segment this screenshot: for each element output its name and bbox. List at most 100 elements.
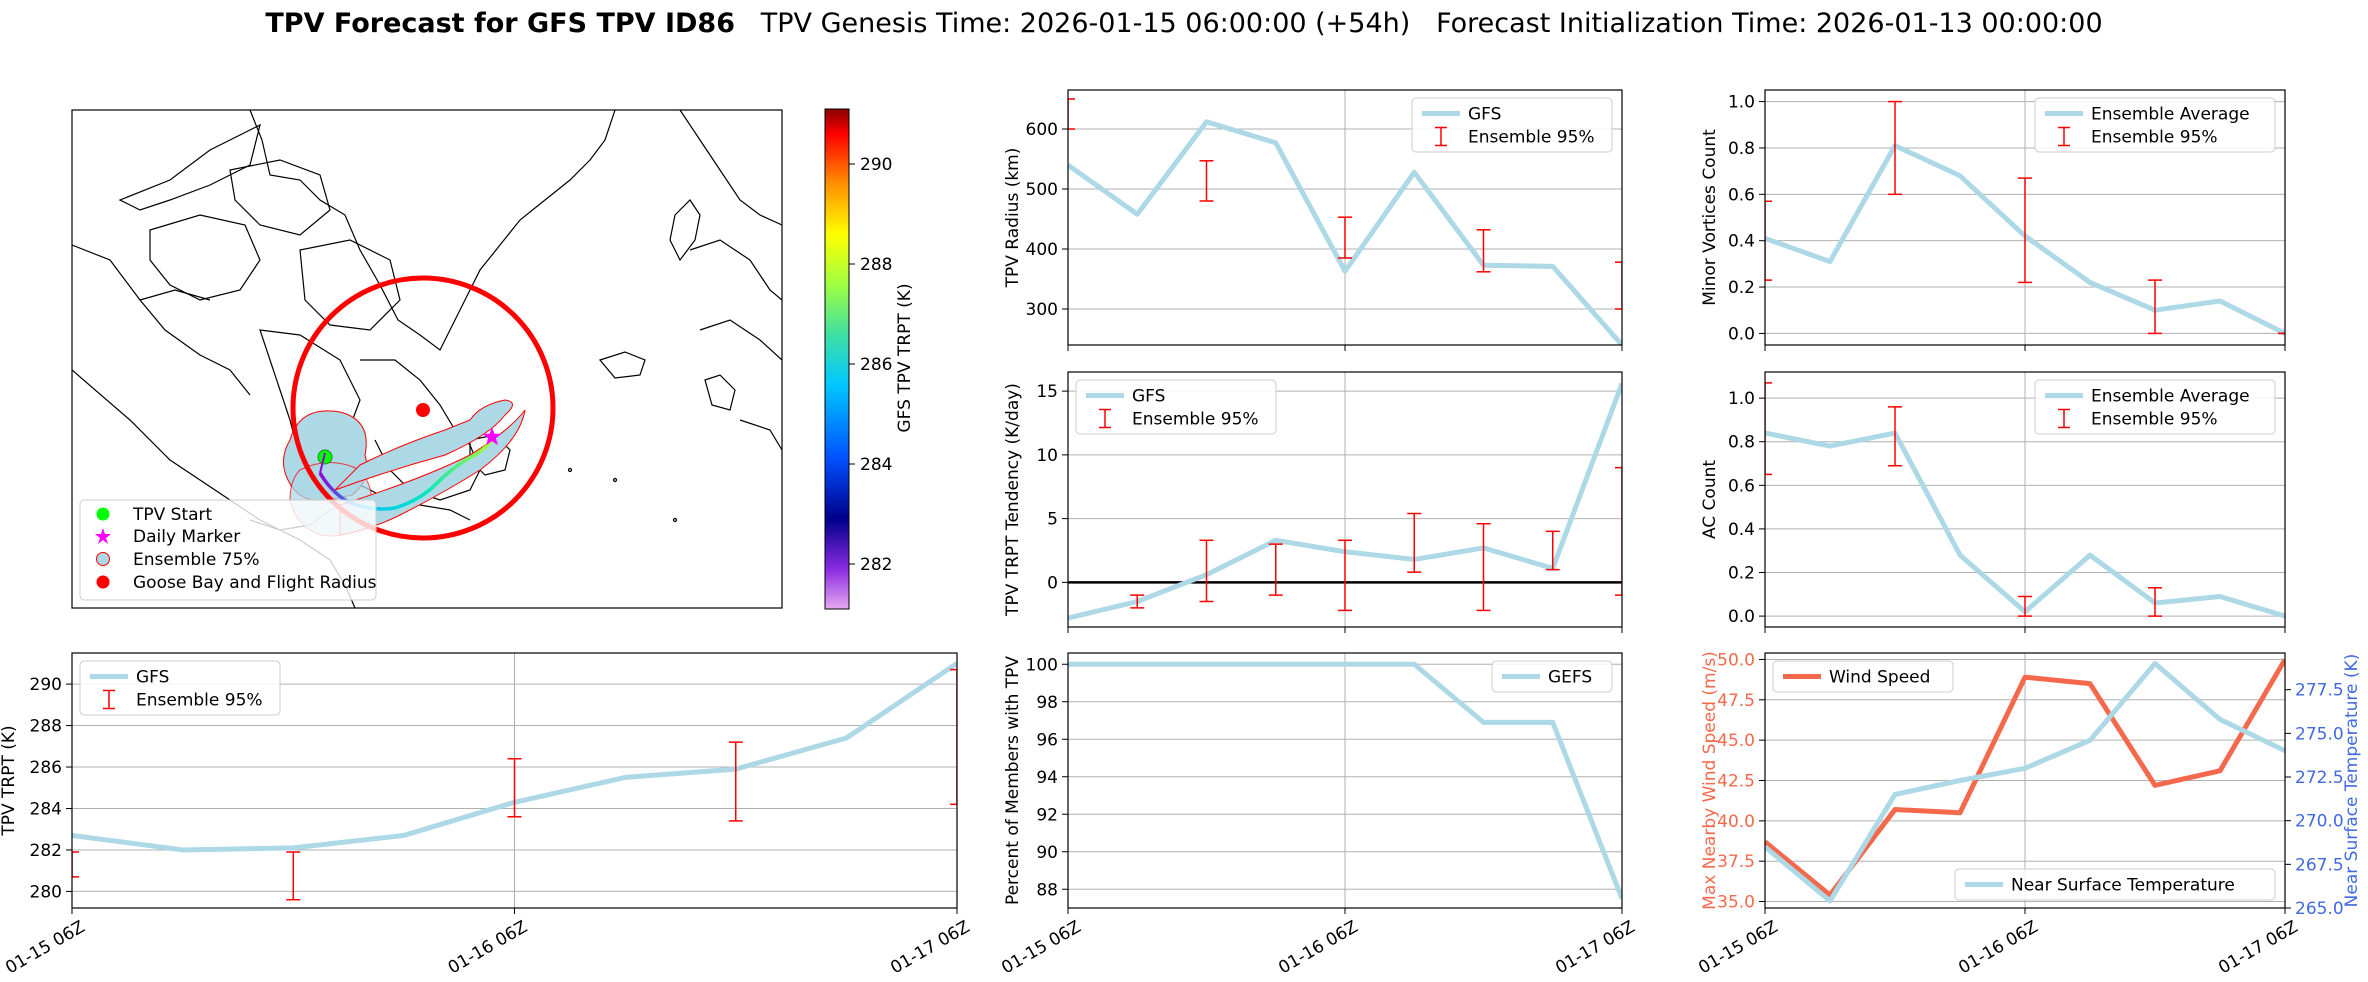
chart-wind: 35.0 37.5 40.0 42.5 45.0 47.5 50.0 01-15 06Z 01-… xyxy=(1695,650,2362,978)
ac-ytick-label-4: 0.8 xyxy=(1728,433,1755,453)
legend-tpv-start-icon xyxy=(96,507,110,521)
percent-ytick-label-6: 100 xyxy=(1026,655,1058,675)
legend-goose-bay: Goose Bay and Flight Radius xyxy=(133,573,377,593)
island-dot-1 xyxy=(612,477,618,483)
tendency-ytick-label-2: 10 xyxy=(1036,446,1058,466)
europe-coast-2 xyxy=(699,319,782,361)
percent-series-0-line xyxy=(1068,661,1622,900)
tendency-ytick-label-0: 0 xyxy=(1047,573,1058,593)
minor-frame xyxy=(1764,89,2286,346)
minor-legend-upper-right: Ensemble Average Ensemble 95% xyxy=(2034,97,2276,153)
wind-ytick-label-6: 50.0 xyxy=(1717,650,1755,670)
colorbar-tick-label-0: 282 xyxy=(860,555,892,575)
percent-frame xyxy=(1067,652,1623,909)
wind-ytick2-label-1: 267.5 xyxy=(2295,855,2344,875)
trpt-frame xyxy=(71,652,958,909)
colorbar-ticks: 282 284 286 288 290 xyxy=(849,155,892,575)
wind-ytick2-label-3: 272.5 xyxy=(2295,768,2344,788)
tendency-ylabel: TPV TRPT Tendency (K/day) xyxy=(1003,383,1023,617)
percent-legend-box xyxy=(1491,660,1613,693)
tendency-ytick-label-1: 5 xyxy=(1047,510,1058,530)
ensemble-75-east xyxy=(334,399,513,491)
percent-ylabel: Percent of Members with TPV xyxy=(1003,656,1023,905)
ac-legend-label-0: Ensemble Average xyxy=(2091,387,2250,407)
trpt-ytick-label-0: 280 xyxy=(30,882,62,902)
title-bold: TPV Forecast for GFS TPV ID86 xyxy=(265,8,735,39)
ac-ytick-label-0: 0.0 xyxy=(1728,607,1755,627)
ac-legend-label-1: Ensemble 95% xyxy=(2091,410,2218,430)
percent-ytick-label-4: 96 xyxy=(1036,730,1058,750)
title-init: Forecast Initialization Time: 2026-01-13… xyxy=(1436,8,2103,39)
chart-trpt: 280 282 284 286 288 290 01-15 06Z 01-16 06Z 01-1… xyxy=(0,652,974,978)
ac-ytick-label-5: 1.0 xyxy=(1728,389,1755,409)
arctic-island-1 xyxy=(118,123,261,211)
wind-ytick-label-4: 45.0 xyxy=(1717,731,1755,751)
trpt-ylabel: TPV TRPT (K) xyxy=(0,725,19,836)
percent-legend-upper-right: GEFS xyxy=(1491,660,1613,693)
radius-frame xyxy=(1067,89,1623,346)
track-start-segment xyxy=(319,452,326,474)
ac-legend-upper-right: Ensemble Average Ensemble 95% xyxy=(2034,379,2276,435)
chart-percent: 88 90 92 94 96 98 100 01-15 06Z 01-16 06Z 01-17 0… xyxy=(998,652,1639,978)
trpt-legend-box xyxy=(79,660,281,716)
radius-legend-upper-right: GFS Ensemble 95% xyxy=(1411,97,1613,153)
tpv-track xyxy=(318,435,496,511)
chart-ac: 0.0 0.2 0.4 0.6 0.8 1.0 AC Count Ensemble Avera… xyxy=(1700,371,2286,633)
legend-ensemble-icon xyxy=(96,552,110,566)
ensemble-75-track xyxy=(339,409,526,536)
uk-ireland xyxy=(704,374,736,411)
wind-legend-upper-left: Wind Speed xyxy=(1772,660,1954,693)
radius-ytick-label-1: 400 xyxy=(1026,240,1058,260)
wind-series-1-line xyxy=(1765,660,2285,904)
wind-ylabel2: Near Surface Temperature (K) xyxy=(2342,654,2362,908)
chart-minor: 0.0 0.2 0.4 0.6 0.8 1.0 Minor Vortices Count En… xyxy=(1700,89,2286,351)
wind-ytick-label-0: 35.0 xyxy=(1717,893,1755,913)
map-legend-box xyxy=(79,499,377,601)
radius-ytick-label-0: 300 xyxy=(1026,300,1058,320)
radius-ylabel: TPV Radius (km) xyxy=(1003,148,1023,289)
colorbar-tick-label-1: 284 xyxy=(860,455,892,475)
percent-ytick-label-1: 90 xyxy=(1036,843,1058,863)
percent-ytick-label-2: 92 xyxy=(1036,805,1058,825)
ac-ytick-label-2: 0.4 xyxy=(1728,520,1755,540)
trpt-legend-label-1: Ensemble 95% xyxy=(136,691,263,711)
tendency-legend-box xyxy=(1075,379,1277,435)
minor-ytick-label-3: 0.6 xyxy=(1728,185,1755,205)
tendency-frame xyxy=(1067,371,1623,628)
radius-series-0-line xyxy=(1068,119,1622,345)
wind-legend-label-0: Near Surface Temperature xyxy=(2011,876,2235,896)
ac-legend-box xyxy=(2034,379,2276,435)
wind-legend-lower-right: Near Surface Temperature xyxy=(1954,868,2276,901)
wind-ytick-label-1: 37.5 xyxy=(1717,852,1755,872)
percent-plot-area xyxy=(1068,661,1622,900)
wind-ytick2-label-4: 275.0 xyxy=(2295,724,2344,744)
radius-ytick-label-3: 600 xyxy=(1026,120,1058,140)
goose-bay-marker xyxy=(416,403,430,417)
trpt-ytick-label-3: 286 xyxy=(30,758,62,778)
minor-legend-box xyxy=(2034,97,2276,153)
radius-legend-box xyxy=(1411,97,1613,153)
coast-detail xyxy=(139,289,211,301)
wind-xtick-label-2: 01-17 06Z xyxy=(2215,917,2301,978)
colorbar-tick-label-4: 290 xyxy=(860,155,892,175)
trpt-ytick-label-1: 282 xyxy=(30,841,62,861)
trpt-legend-upper-left: GFS Ensemble 95% xyxy=(79,660,281,716)
percent-legend-label-0: GEFS xyxy=(1548,668,1592,688)
minor-ytick-label-4: 0.8 xyxy=(1728,139,1755,159)
map-panel: TPV Start Daily Marker Ensemble 75% Goos… xyxy=(71,108,915,610)
colorbar-label: GFS TPV TRPT (K) xyxy=(895,283,915,432)
minor-plot-area xyxy=(1765,100,2285,336)
colorbar-tick-label-2: 286 xyxy=(860,355,892,375)
wind-frame xyxy=(1764,652,2286,909)
tendency-plot-area xyxy=(1068,382,1622,621)
tendency-legend-upper-left: GFS Ensemble 95% xyxy=(1075,379,1277,435)
map-legend: TPV Start Daily Marker Ensemble 75% Goos… xyxy=(79,499,377,601)
minor-ytick-label-0: 0.0 xyxy=(1728,324,1755,344)
iceland xyxy=(598,351,646,379)
percent-ytick-label-5: 98 xyxy=(1036,693,1058,713)
percent-ytick-label-0: 88 xyxy=(1036,880,1058,900)
radius-legend-label-1: Ensemble 95% xyxy=(1468,128,1595,148)
